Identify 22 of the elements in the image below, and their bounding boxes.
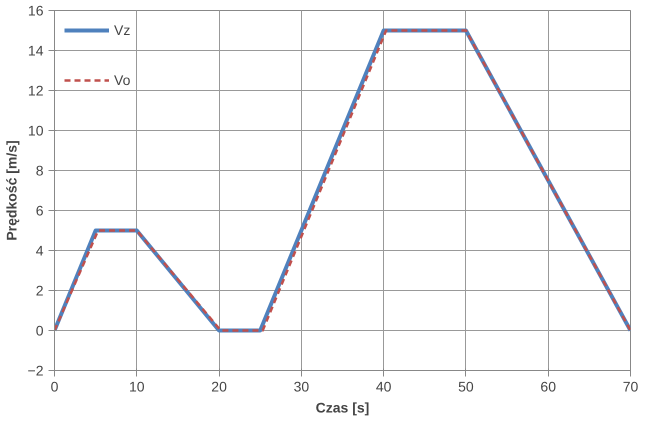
- y-tick-label: 6: [36, 202, 44, 218]
- y-tick-label: −2: [28, 362, 44, 378]
- y-tick-label: 0: [36, 322, 44, 338]
- x-tick-label: 70: [622, 378, 638, 394]
- x-tick-label: 50: [458, 378, 474, 394]
- y-tick-label: 12: [28, 82, 44, 98]
- y-tick-label: 4: [36, 242, 44, 258]
- x-tick-label: 60: [540, 378, 556, 394]
- y-tick-label: 16: [28, 2, 44, 18]
- y-tick-label: 10: [28, 122, 44, 138]
- y-tick-label: 2: [36, 282, 44, 298]
- x-tick-label: 0: [50, 378, 59, 394]
- y-tick-label: 14: [28, 42, 44, 58]
- y-axis-title: Prędkość [m/s]: [4, 140, 20, 241]
- x-tick-label: 40: [376, 378, 392, 394]
- y-tick-label: 8: [36, 162, 44, 178]
- x-tick-label: 10: [129, 378, 145, 394]
- x-axis-title: Czas [s]: [316, 400, 370, 416]
- legend-label: Vo: [114, 72, 132, 88]
- legend-label: Vz: [114, 22, 132, 38]
- x-tick-label: 20: [211, 378, 228, 394]
- x-tick-label: 30: [294, 378, 310, 394]
